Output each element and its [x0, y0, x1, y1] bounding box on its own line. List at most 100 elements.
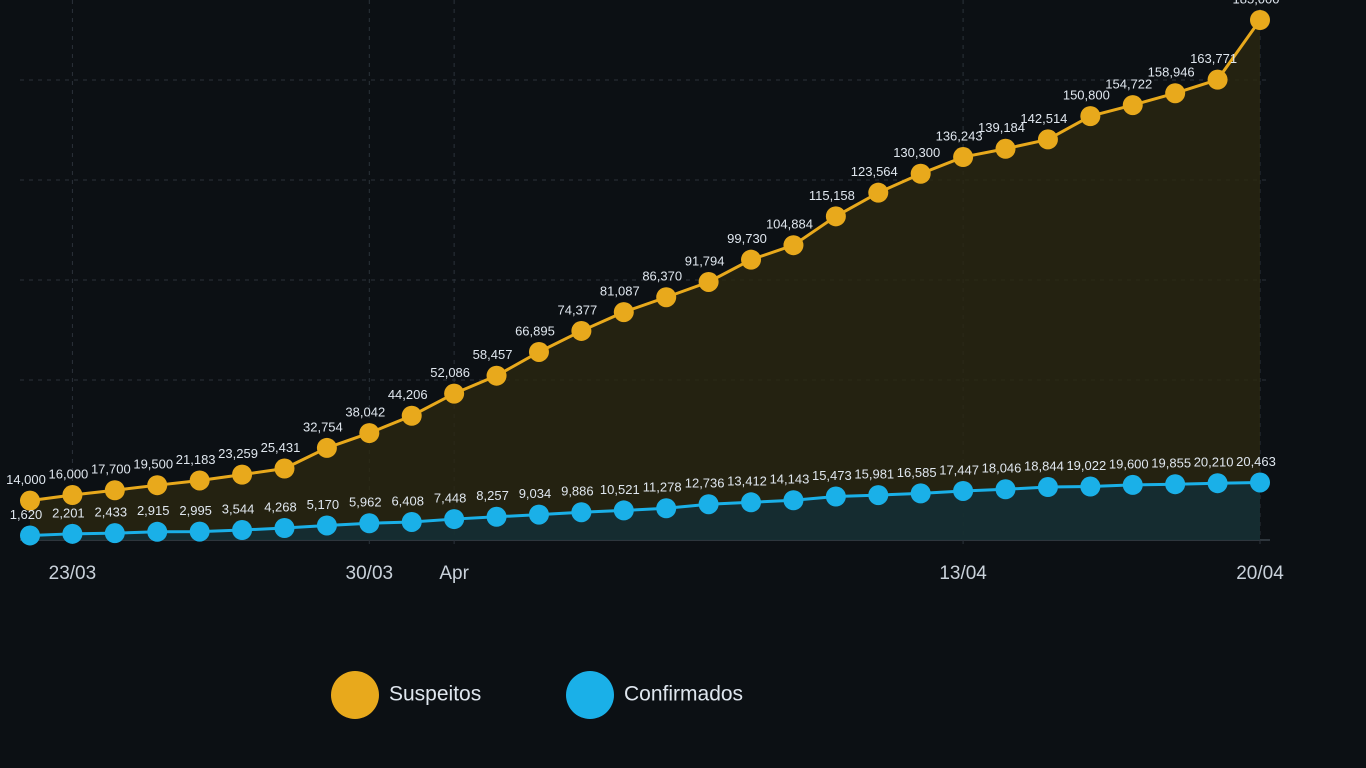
point [1037, 129, 1058, 150]
data-label: 9,034 [519, 486, 552, 501]
point [444, 383, 465, 404]
point [401, 511, 422, 532]
point [444, 509, 465, 530]
x-tick-label: 30/03 [346, 563, 394, 584]
point [147, 475, 168, 496]
data-label: 81,087 [600, 284, 640, 299]
data-label: 15,473 [812, 468, 852, 483]
data-label: 2,995 [179, 503, 212, 518]
point [656, 498, 677, 519]
point [1250, 472, 1270, 493]
point [1165, 83, 1186, 104]
data-label: 19,600 [1109, 456, 1149, 471]
point [571, 502, 592, 523]
point [359, 423, 380, 444]
point [995, 138, 1016, 159]
point [868, 182, 889, 203]
data-label: 25,431 [261, 440, 301, 455]
data-label: 7,448 [434, 491, 467, 506]
data-label: 10,521 [600, 482, 640, 497]
data-label: 158,946 [1148, 65, 1195, 80]
point [232, 520, 253, 541]
data-label: 17,447 [939, 462, 979, 477]
data-label: 185,000 [1233, 0, 1280, 6]
data-label: 38,042 [345, 405, 385, 420]
point [571, 320, 592, 341]
data-label: 4,268 [264, 499, 297, 514]
point [1080, 476, 1101, 497]
legend-label: Suspeitos [389, 683, 481, 706]
data-label: 3,544 [222, 501, 255, 516]
legend-label: Confirmados [624, 683, 743, 706]
point [1037, 477, 1058, 498]
point [910, 483, 931, 504]
point [316, 515, 337, 536]
data-label: 14,143 [770, 472, 810, 487]
data-label: 115,158 [809, 188, 855, 203]
x-tick-label: Apr [439, 563, 469, 584]
point [1250, 10, 1270, 30]
point [868, 485, 889, 506]
point [1207, 69, 1228, 90]
point [825, 206, 846, 227]
x-tick-label: 13/04 [939, 563, 987, 584]
point [486, 506, 507, 527]
data-label: 52,086 [430, 365, 470, 380]
point [359, 513, 380, 534]
data-label: 5,962 [349, 495, 382, 510]
data-label: 19,500 [133, 457, 173, 472]
data-label: 104,884 [766, 217, 813, 232]
data-label: 163,771 [1190, 51, 1237, 66]
data-label: 74,377 [557, 302, 597, 317]
data-label: 16,585 [897, 465, 937, 480]
point [1165, 474, 1186, 495]
point [401, 405, 422, 426]
data-label: 139,184 [978, 120, 1025, 135]
point [613, 302, 634, 323]
point [953, 480, 974, 501]
point [274, 458, 295, 479]
point [189, 470, 210, 491]
data-label: 13,412 [727, 474, 767, 489]
point [486, 365, 507, 386]
point [104, 523, 125, 544]
point [274, 518, 295, 539]
data-label: 91,794 [685, 253, 725, 268]
point [825, 486, 846, 507]
data-label: 12,736 [685, 476, 725, 491]
point [910, 163, 931, 184]
point [698, 494, 719, 515]
data-label: 142,514 [1020, 111, 1067, 126]
point [995, 479, 1016, 500]
data-label: 21,183 [176, 452, 216, 467]
point [316, 437, 337, 458]
data-label: 8,257 [476, 488, 509, 503]
data-label: 123,564 [851, 164, 898, 179]
data-label: 20,463 [1236, 454, 1276, 469]
point [189, 521, 210, 542]
plot-area: 23/03 30/03 Apr 13/04 20/04 14,000 16,000 17,70… [6, 0, 1284, 584]
data-label: 19,022 [1066, 458, 1106, 473]
data-label: 1,620 [10, 507, 43, 522]
legend: Suspeitos Confirmados [331, 671, 743, 719]
point [528, 341, 549, 362]
point [147, 521, 168, 542]
data-label: 130,300 [893, 145, 940, 160]
point [62, 523, 83, 544]
data-label: 17,700 [91, 462, 131, 477]
data-label: 18,046 [982, 461, 1022, 476]
data-label: 23,259 [218, 446, 258, 461]
data-label: 86,370 [642, 269, 682, 284]
point [1122, 474, 1143, 495]
point [741, 249, 762, 270]
point [62, 485, 83, 506]
data-label: 11,278 [643, 480, 682, 495]
data-label: 6,408 [391, 493, 424, 508]
x-tick-label: 20/04 [1236, 563, 1284, 584]
data-label: 14,000 [6, 472, 46, 487]
point [1080, 106, 1101, 127]
area [30, 20, 1260, 540]
data-label: 32,754 [303, 419, 343, 434]
